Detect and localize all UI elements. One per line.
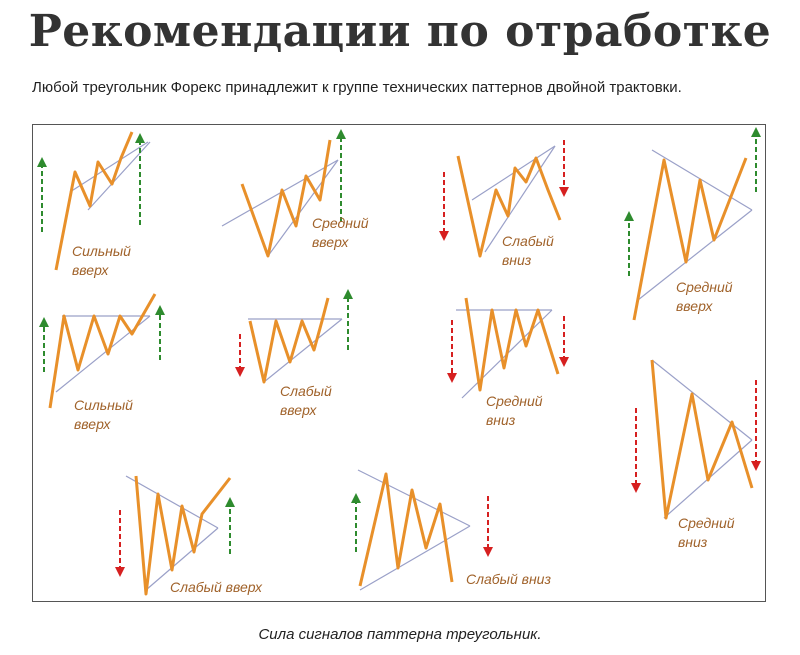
trend-line — [69, 141, 149, 193]
pattern-label: вверх — [74, 416, 111, 432]
pattern-9-weak-up: Слабый вверх — [115, 475, 263, 596]
pattern-1-strong-up: Сильный вверх — [37, 131, 151, 278]
price-line — [48, 293, 157, 409]
pattern-5-strong-up: Сильный вверх — [39, 293, 165, 432]
trend-line — [637, 209, 753, 301]
trend-line — [651, 359, 753, 441]
trend-line — [263, 318, 343, 383]
pattern-6-weak-up: Слабый вверх — [235, 289, 353, 418]
price-line — [54, 131, 134, 271]
pattern-label: Слабый вверх — [170, 579, 263, 595]
pattern-label: Средний — [676, 279, 733, 295]
pattern-label: Сильный — [74, 397, 133, 413]
price-line — [240, 139, 332, 258]
trend-line — [651, 149, 753, 211]
price-line — [134, 475, 232, 596]
pattern-7-medium-down: Средний вниз — [447, 297, 569, 428]
pattern-10-weak-down: Слабый вниз — [351, 469, 551, 591]
pattern-label: Средний — [678, 515, 735, 531]
price-line — [358, 472, 454, 587]
price-line — [248, 297, 330, 384]
pattern-label: вниз — [678, 534, 708, 550]
pattern-3-weak-down: Слабый вниз — [439, 140, 569, 268]
trend-line — [87, 141, 151, 211]
intro-paragraph: Любой треугольник Форекс принадлежит к г… — [32, 79, 682, 96]
price-line — [632, 157, 748, 321]
trend-line — [359, 525, 471, 591]
pattern-2-medium-up: Средний вверх — [221, 129, 369, 258]
pattern-label: вниз — [486, 412, 516, 428]
trend-line — [145, 527, 219, 591]
page-title: Рекомендации по отработке — [28, 6, 772, 57]
pattern-label: Слабый вниз — [466, 571, 551, 587]
trend-line — [125, 475, 219, 529]
pattern-label: вниз — [502, 252, 532, 268]
pattern-label: Слабый — [502, 233, 554, 249]
pattern-label: Средний — [486, 393, 543, 409]
pattern-label: Средний — [312, 215, 369, 231]
pattern-label: вверх — [312, 234, 349, 250]
price-line — [456, 155, 562, 258]
trend-line — [484, 145, 556, 253]
pattern-8-medium-down: Средний вниз — [631, 359, 761, 550]
pattern-label: Слабый — [280, 383, 332, 399]
price-line — [464, 297, 560, 392]
pattern-label: вверх — [280, 402, 317, 418]
pattern-4-medium-up: Средний вверх — [624, 127, 761, 321]
pattern-label: вверх — [676, 298, 713, 314]
price-line — [650, 359, 754, 520]
figure-caption: Сила сигналов паттерна треугольник. — [258, 626, 542, 643]
pattern-label: Сильный — [72, 243, 131, 259]
pattern-label: вверх — [72, 262, 109, 278]
trend-line — [267, 159, 339, 257]
